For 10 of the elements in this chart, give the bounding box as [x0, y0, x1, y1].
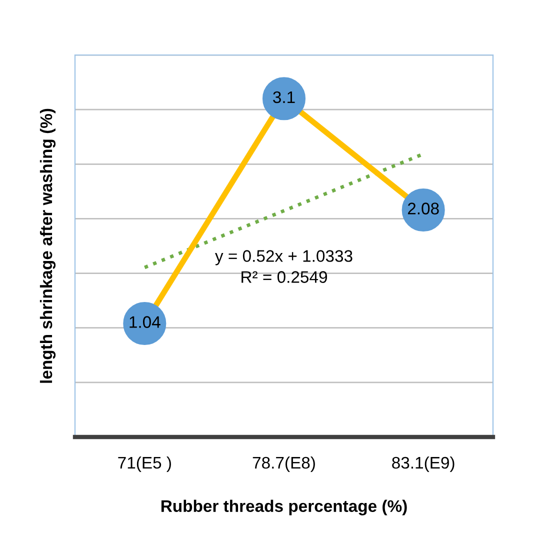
x-axis-title: Rubber threads percentage (%) [161, 500, 407, 516]
annotation: y = 0.52x + 1.0333 [215, 250, 352, 266]
data-label: 3.1 [273, 91, 295, 104]
y-axis-title: length shrinkage after washing (%) [40, 108, 56, 383]
annotation: R² = 0.2549 [242, 271, 327, 283]
x-tick-label: 83.1(E9) [392, 456, 454, 472]
data-label: 2.08 [408, 202, 439, 214]
data-label: 1.04 [130, 316, 160, 328]
x-tick-label: 71(E5 ) [118, 456, 171, 472]
x-tick-label: 78.7(E8) [252, 456, 315, 472]
